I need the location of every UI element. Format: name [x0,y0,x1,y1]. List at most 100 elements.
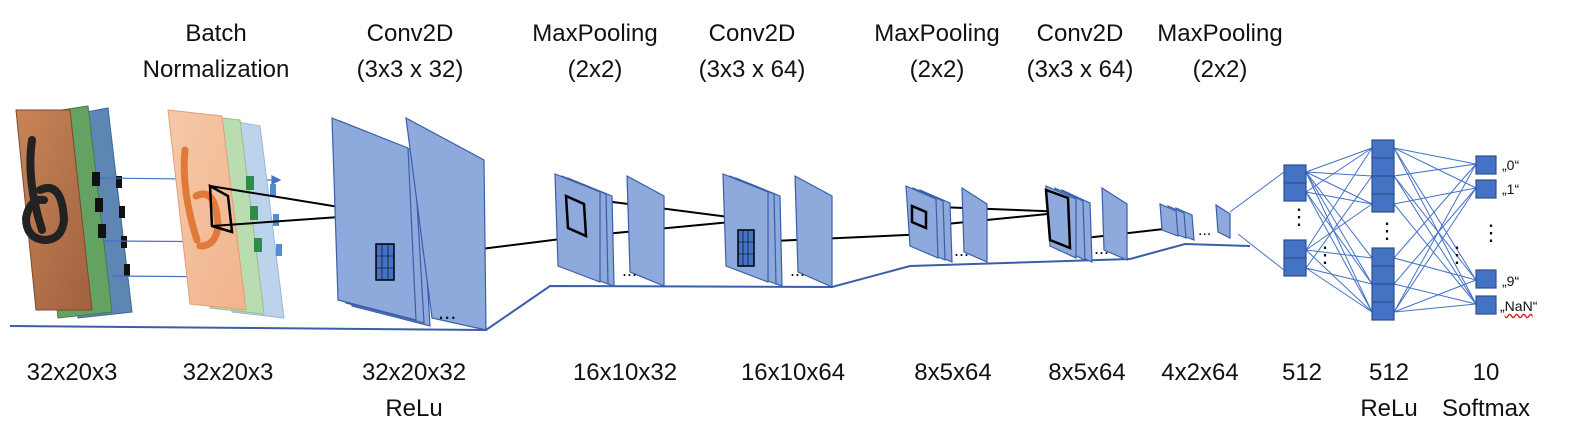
neuron [1371,283,1395,303]
activation-text: ReLu [385,395,443,422]
dense-512-relu-vertical-ellipsis: ⋮ [1376,218,1398,243]
output-class-label-0: „0“ [1502,157,1520,173]
shape-text: 32x20x3 [182,359,274,386]
feature-map [722,173,769,283]
feature-map [905,185,939,259]
output-class-label-1: „1“ [1502,181,1520,197]
dimension-label-pool3: 4x2x64 [1161,355,1238,391]
conv3-more-maps-ellipsis: ... [1094,238,1110,258]
dense-connections [1229,147,1477,313]
feature-map [1159,203,1179,237]
input-pixel [95,198,103,212]
dense-512-layer [1283,164,1307,277]
conv1-output-cell [375,243,395,281]
dimension-label-pool2: 8x5x64 [914,355,991,391]
neuron [1371,157,1395,177]
output-vertical-ellipsis: ⋮ [1480,220,1502,245]
neuron [1371,301,1395,321]
layer-label-line: Normalization [142,56,290,83]
pool1-more-maps-ellipsis: ... [622,260,638,280]
neuron [1371,193,1395,213]
layer-label-pool2: MaxPooling (2x2) [874,16,999,88]
output-neuron-9 [1475,269,1497,289]
feature-map [554,173,601,283]
conv2-more-maps-ellipsis: ... [790,260,806,280]
input-image-stack [15,105,133,319]
network-baseline [9,242,1251,332]
dimension-label-conv3: 8x5x64 [1048,355,1125,391]
layer-label-line: MaxPooling [1157,20,1283,47]
dense-512-side-ellipsis: ⋮ [1314,242,1336,267]
output-neuron-0 [1475,155,1497,175]
conv2-feature-maps [722,173,833,288]
input-pixel [119,206,125,218]
feature-map [405,116,487,331]
layer-label-line: Conv2D [1036,20,1124,47]
layer-label-pool3: MaxPooling (2x2) [1157,16,1282,88]
bn-pixel [276,244,282,256]
layer-label-conv2: Conv2D (3x3 x 64) [699,16,806,88]
activation-text: Softmax [1441,395,1531,422]
feature-map [331,117,417,321]
layer-label-line: MaxPooling [532,20,658,47]
shape-text: 512 [1368,359,1410,386]
feature-map [1215,203,1231,239]
feature-map [1101,186,1128,261]
pool3-more-maps-ellipsis: ... [1198,222,1212,239]
shape-text: 512 [1281,359,1323,386]
layer-label-line: (3x3 x 64) [1026,56,1134,83]
dimension-label-input: 32x20x3 [27,355,118,391]
input-channel-red [15,109,93,311]
bn-pixel [273,214,279,226]
pool2-kernel-window [910,204,928,230]
conv2-output-cell [737,229,755,267]
output-softmax-layer [1475,155,1497,315]
neuron [1283,182,1307,202]
batchnorm-image-stack [167,109,285,319]
layer-label-batchnorm: Batch Normalization [143,16,290,88]
input-pixel [121,236,127,248]
dense-512-relu-layer [1371,139,1395,321]
dense-512-vertical-ellipsis: ⋮ [1288,204,1310,229]
dense-512-relu-side-ellipsis: ⋮ [1446,242,1468,267]
layer-label-line: (3x3 x 64) [698,56,806,83]
layer-label-line: (2x2) [567,56,623,83]
layer-label-line: Conv2D [366,20,454,47]
layer-label-line: Conv2D [708,20,796,47]
neuron [1371,265,1395,285]
neuron [1371,175,1395,195]
activation-text: ReLu [1360,395,1418,422]
bn-pixel [270,184,276,196]
shape-text: 16x10x32 [572,359,678,386]
pool2-feature-maps [905,185,988,263]
layer-label-pool1: MaxPooling (2x2) [532,16,657,88]
conv1-kernel-window [208,183,234,234]
output-neuron-1 [1475,179,1497,199]
pool1-kernel-window [564,194,588,238]
dimension-label-pool1: 16x10x32 [573,355,677,391]
conv3-feature-maps [1044,185,1128,263]
conv3-kernel-window [1044,188,1072,250]
layer-label-line: Batch [185,20,247,47]
layer-label-line: MaxPooling [874,20,1000,47]
feature-map [626,174,665,287]
output-class-label-nan: „NaN“ [1500,298,1538,314]
neuron [1371,247,1395,267]
input-pixel [116,176,122,188]
bn-pixel [246,176,254,190]
dimension-label-dense-512-relu: 512 ReLu [1360,355,1417,427]
shape-text: 16x10x64 [740,359,846,386]
feature-map [961,186,988,263]
dimension-label-conv2: 16x10x64 [741,355,845,391]
layer-label-conv1: Conv2D (3x3 x 32) [357,16,464,88]
input-pixel [124,264,130,276]
layer-label-line: (3x3 x 32) [356,56,464,83]
dimension-label-dense-512: 512 [1282,355,1322,391]
pool1-feature-maps [554,173,665,287]
neuron [1283,257,1307,277]
bn-pixel [254,238,262,252]
conv1-more-maps-ellipsis: ... [438,299,457,324]
feature-map [1045,185,1077,259]
dimension-label-batchnorm: 32x20x3 [183,355,274,391]
bn-pixel [250,206,258,220]
